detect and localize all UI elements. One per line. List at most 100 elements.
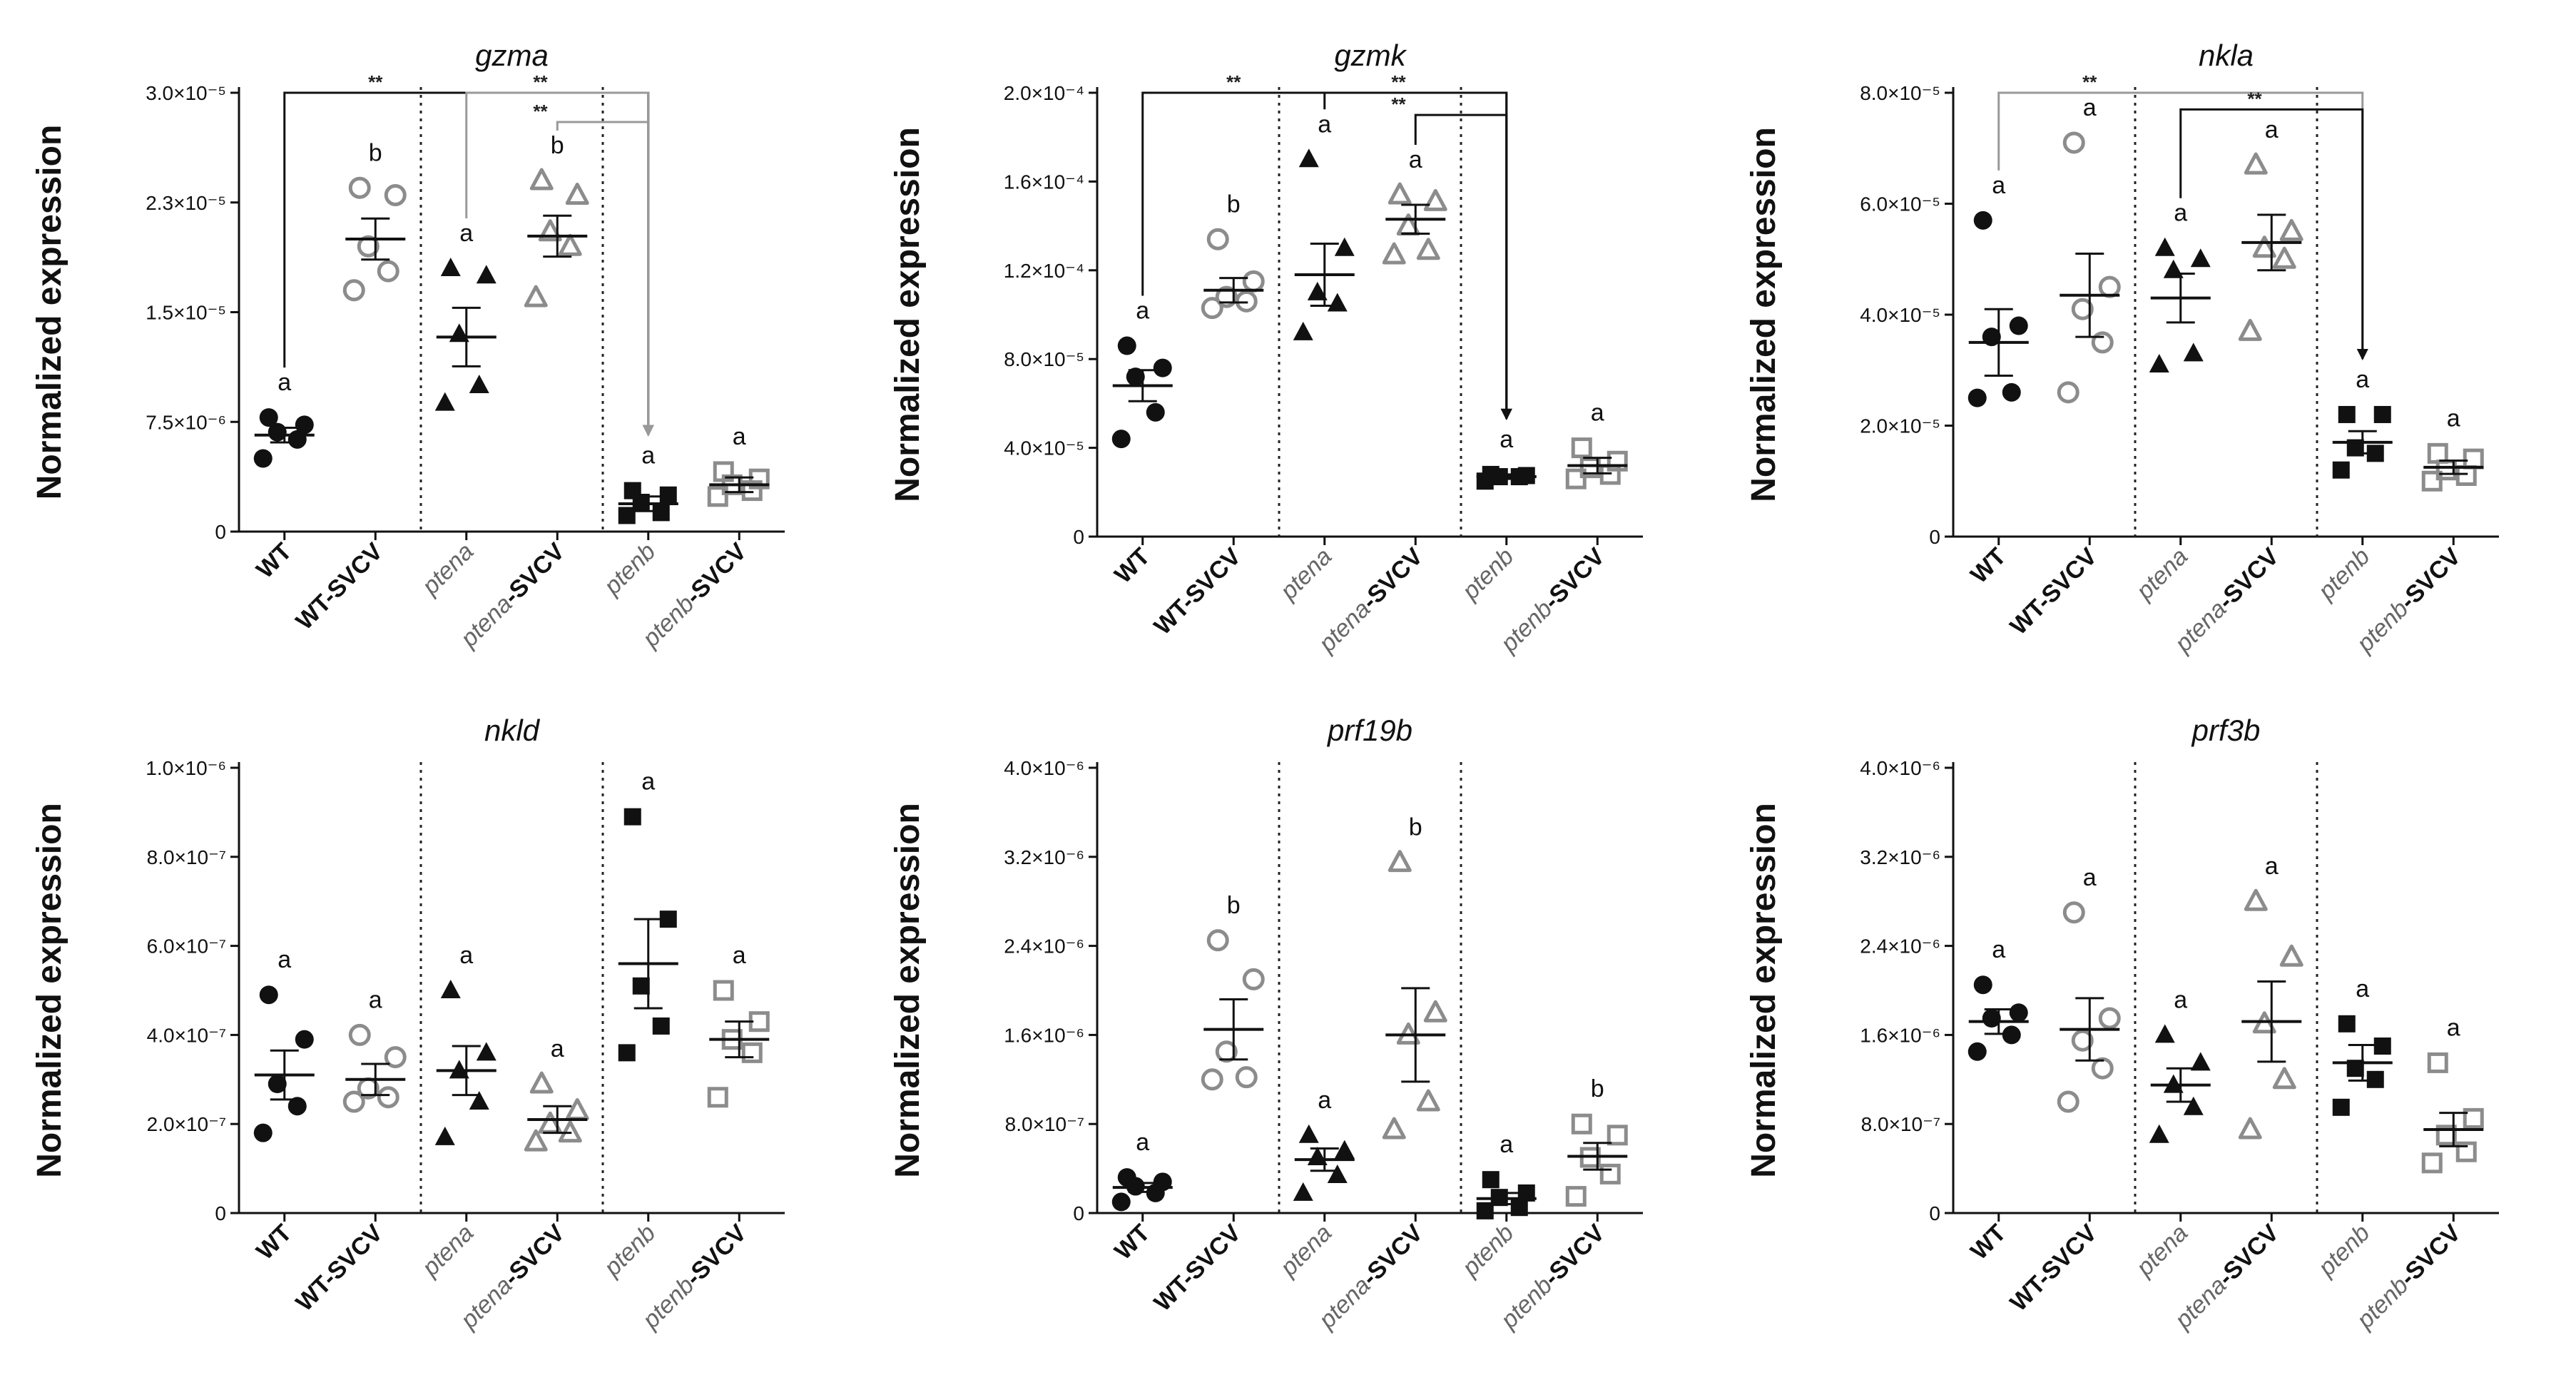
data-point [1153, 358, 1172, 377]
panel-title: nkla [2199, 39, 2254, 72]
x-tick-label: ptena [1275, 1219, 1338, 1282]
series-1: a [1111, 298, 1173, 449]
group-letter: a [2265, 116, 2279, 143]
x-tick-label: ptenb [599, 1219, 661, 1282]
y-tick-label: 1.2×10⁻⁴ [1004, 260, 1084, 282]
x-tick-label-text: -SVCV [1357, 543, 1429, 615]
data-point [741, 1042, 763, 1063]
y-tick-label: 1.6×10⁻⁴ [1004, 171, 1084, 193]
series-5: a [2332, 366, 2393, 479]
data-point [1235, 1066, 1258, 1089]
data-point [2427, 1052, 2448, 1073]
group-letter: b [551, 132, 564, 159]
data-point [1388, 182, 1412, 205]
y-tick-label: 2.4×10⁻⁶ [1860, 935, 1940, 958]
data-point [529, 1071, 554, 1094]
y-tick-label: 1.5×10⁻⁵ [146, 302, 226, 324]
y-tick-label: 4.0×10⁻⁵ [1004, 437, 1084, 460]
group-letter: a [733, 423, 746, 450]
x-tick-label: WT-SVCV [1149, 543, 1247, 641]
data-point [2421, 1152, 2443, 1174]
data-point [2098, 1007, 2121, 1030]
series-1: a [1111, 1129, 1173, 1212]
data-point [1967, 1042, 1987, 1061]
group-letter: a [1591, 400, 1604, 427]
group-letter: a [1500, 426, 1513, 453]
group-letter: a [1318, 1087, 1331, 1114]
group-letter: b [1409, 814, 1422, 841]
panel-prf19b: prf19b Normalized expression 0 8.0×10⁻⁷ 1.6×… [889, 714, 1643, 1334]
series-6: a [707, 942, 770, 1108]
series-4: a [524, 1035, 589, 1152]
data-point [287, 1097, 307, 1116]
significance-bracket: ** [283, 71, 654, 437]
data-point [707, 486, 728, 507]
data-point [2252, 235, 2276, 258]
bracket-line [2179, 108, 2364, 359]
data-point [2149, 353, 2169, 372]
y-tick-label: 4.0×10⁻⁷ [147, 1024, 226, 1046]
data-point [2272, 1067, 2296, 1090]
y-tick-label: 8.0×10⁻⁵ [1860, 82, 1940, 104]
x-tick-label: WT-SVCV [291, 1219, 389, 1317]
data-point [1206, 228, 1229, 250]
data-point [2071, 298, 2094, 320]
data-point [2057, 381, 2079, 404]
series-2: a [2057, 94, 2121, 404]
data-point [2154, 237, 2175, 256]
y-axis-label: Normalized expression [1745, 803, 1783, 1178]
data-point [384, 184, 407, 206]
data-point [558, 1120, 582, 1143]
group-letter: a [2447, 405, 2460, 432]
group-letter: a [278, 369, 291, 396]
group-letter: a [1500, 1131, 1513, 1158]
group-letter: b [1591, 1075, 1604, 1102]
x-tick-label: WT [1965, 1219, 2011, 1265]
data-point [1334, 237, 1355, 256]
group-letter: a [2265, 853, 2279, 880]
significance-label: ** [1391, 71, 1406, 93]
x-tick-label: WT [251, 1219, 297, 1265]
panel-title: prf19b [1326, 714, 1412, 747]
y-tick-label: 4.0×10⁻⁵ [1860, 304, 1940, 326]
y-tick-label: 4.0×10⁻⁶ [1004, 757, 1084, 779]
series-6: a [707, 423, 770, 507]
data-point [1579, 457, 1601, 479]
data-point [1388, 850, 1412, 873]
data-point [524, 1129, 548, 1152]
x-tick-label: WT [1109, 543, 1155, 589]
series-3: a [1293, 111, 1355, 340]
y-tick-label: 2.0×10⁻⁵ [1860, 415, 1940, 437]
data-point [1327, 293, 1348, 312]
series-4: b [1382, 814, 1447, 1140]
series-1: a [253, 369, 315, 468]
data-point [632, 977, 650, 995]
data-point [2002, 1025, 2021, 1045]
y-tick-label: 2.4×10⁻⁶ [1004, 935, 1084, 958]
panel-title: gzma [475, 39, 549, 72]
y-tick-label: 1.6×10⁻⁶ [1004, 1024, 1084, 1046]
group-letter: a [459, 942, 473, 969]
data-point [623, 808, 641, 826]
y-tick-label: 8.0×10⁻⁷ [147, 846, 226, 868]
x-tick-label-text: -SVCV [499, 538, 571, 610]
y-axis-label: Normalized expression [31, 803, 68, 1178]
data-point [2062, 131, 2085, 154]
series-1: a [1967, 936, 2029, 1061]
x-tick-label-italic: ptenb [599, 1219, 661, 1282]
bracket-line [1414, 113, 1508, 419]
data-point [1571, 1113, 1592, 1135]
data-point [440, 258, 461, 276]
data-point [348, 1023, 371, 1046]
group-letter: a [2083, 864, 2097, 891]
data-point [2244, 888, 2268, 911]
data-point [2098, 275, 2121, 298]
data-point [1565, 468, 1587, 489]
data-point [476, 1042, 497, 1061]
data-point [2421, 470, 2443, 492]
data-point [1146, 402, 1165, 422]
data-point [2009, 316, 2028, 335]
data-point [1242, 270, 1265, 293]
x-tick-label: ptenb [1457, 1219, 1519, 1282]
